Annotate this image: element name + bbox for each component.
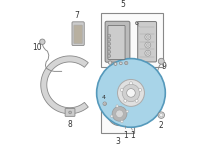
Circle shape (160, 113, 163, 117)
Circle shape (108, 54, 111, 57)
Circle shape (124, 99, 127, 102)
Circle shape (127, 89, 135, 97)
Text: 1: 1 (123, 131, 128, 140)
Circle shape (118, 79, 144, 106)
FancyBboxPatch shape (72, 22, 84, 46)
Polygon shape (108, 61, 112, 65)
FancyBboxPatch shape (74, 25, 82, 44)
Circle shape (158, 58, 164, 64)
Circle shape (129, 82, 132, 85)
Circle shape (158, 112, 165, 118)
Circle shape (40, 39, 45, 44)
Circle shape (108, 50, 111, 53)
Circle shape (108, 42, 111, 45)
Circle shape (116, 105, 118, 107)
Circle shape (48, 63, 91, 106)
Text: 6: 6 (135, 21, 139, 26)
Circle shape (145, 42, 151, 48)
Circle shape (125, 61, 128, 65)
Circle shape (112, 106, 127, 121)
FancyBboxPatch shape (138, 22, 157, 62)
FancyBboxPatch shape (65, 108, 75, 116)
Circle shape (120, 88, 123, 91)
Circle shape (108, 102, 131, 126)
Circle shape (108, 46, 111, 49)
Circle shape (135, 99, 138, 102)
Text: 1: 1 (130, 131, 135, 140)
Circle shape (146, 52, 149, 55)
Circle shape (69, 111, 71, 114)
Circle shape (108, 34, 111, 37)
Text: 10: 10 (33, 43, 42, 52)
FancyBboxPatch shape (105, 21, 130, 62)
Circle shape (121, 120, 123, 123)
Circle shape (111, 115, 113, 117)
Circle shape (122, 84, 140, 102)
Circle shape (145, 34, 151, 40)
Text: 8: 8 (68, 120, 72, 129)
Text: 7: 7 (75, 11, 80, 20)
Circle shape (146, 36, 149, 39)
Bar (101, 14, 163, 67)
Polygon shape (41, 56, 88, 114)
Bar (101, 97, 134, 133)
Text: 2: 2 (159, 121, 164, 130)
Polygon shape (120, 62, 122, 65)
Circle shape (108, 38, 111, 41)
Circle shape (145, 50, 151, 56)
Circle shape (139, 88, 142, 91)
Text: 9: 9 (162, 62, 167, 71)
Circle shape (103, 102, 106, 105)
Circle shape (126, 110, 128, 113)
FancyBboxPatch shape (108, 25, 125, 59)
Circle shape (116, 110, 123, 118)
Text: 5: 5 (121, 0, 125, 9)
Text: 3: 3 (115, 137, 120, 146)
Text: 4: 4 (101, 95, 105, 100)
Polygon shape (114, 62, 117, 66)
Circle shape (97, 59, 165, 127)
Circle shape (146, 44, 149, 47)
